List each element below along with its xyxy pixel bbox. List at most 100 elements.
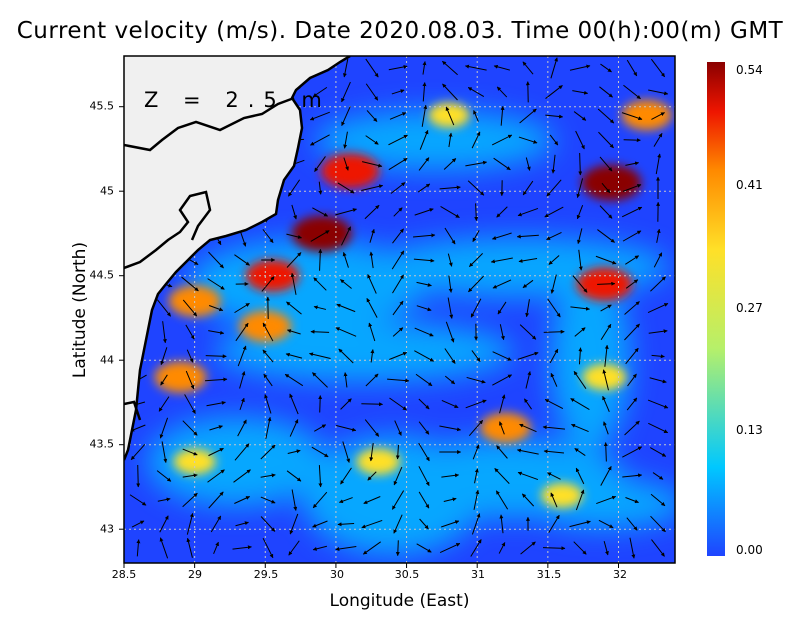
- current-arrow: [341, 81, 351, 103]
- current-arrow: [361, 519, 383, 529]
- current-arrow: [310, 329, 330, 334]
- current-arrow: [550, 274, 557, 294]
- current-arrow: [624, 323, 640, 341]
- velocity-band: [302, 435, 483, 556]
- current-arrow: [444, 227, 456, 245]
- current-arrow: [418, 466, 430, 487]
- current-arrow: [625, 497, 639, 504]
- current-arrow: [392, 327, 404, 337]
- current-arrow: [519, 423, 537, 433]
- current-arrow: [341, 106, 351, 127]
- current-arrow: [162, 321, 167, 344]
- current-arrow: [312, 207, 328, 217]
- colorbar-tick: 0.00: [736, 543, 763, 557]
- current-arrow: [597, 108, 615, 124]
- current-arrow: [419, 129, 429, 150]
- current-arrow: [361, 402, 384, 407]
- current-arrow: [545, 85, 563, 99]
- current-arrow: [651, 112, 665, 120]
- current-arrow: [546, 232, 562, 240]
- current-arrow: [393, 466, 403, 486]
- current-arrow: [549, 134, 559, 146]
- current-arrow: [649, 377, 667, 384]
- current-arrow: [340, 398, 352, 410]
- current-arrow: [573, 541, 587, 555]
- current-arrow: [131, 520, 145, 528]
- current-arrow: [342, 441, 351, 463]
- current-arrow: [543, 329, 565, 334]
- current-arrow: [364, 419, 380, 437]
- current-arrow: [525, 371, 532, 389]
- current-arrow: [391, 250, 405, 270]
- current-arrow: [597, 229, 615, 243]
- current-arrow: [445, 106, 455, 126]
- current-arrow: [260, 473, 276, 478]
- current-arrow: [621, 112, 643, 121]
- current-arrow: [622, 184, 642, 192]
- current-arrow: [287, 179, 301, 197]
- current-arrow: [651, 539, 665, 557]
- current-arrow: [286, 301, 302, 315]
- current-arrow: [474, 203, 479, 222]
- current-arrow: [262, 349, 274, 363]
- current-arrow: [602, 369, 609, 391]
- current-arrow: [237, 345, 247, 367]
- current-arrow: [289, 513, 299, 535]
- current-arrow: [260, 516, 276, 532]
- current-arrow: [649, 447, 667, 457]
- current-arrow: [388, 64, 408, 71]
- current-arrow: [335, 208, 357, 216]
- current-arrow: [574, 327, 586, 337]
- current-arrow: [136, 539, 141, 557]
- current-arrow: [439, 425, 461, 432]
- current-arrow: [389, 397, 407, 411]
- current-arrow: [595, 255, 617, 265]
- current-arrow: [569, 520, 591, 528]
- current-arrow: [392, 274, 404, 294]
- chart-title: Current velocity (m/s). Date 2020.08.03.…: [16, 18, 784, 44]
- current-arrow: [392, 300, 404, 316]
- current-arrow: [625, 255, 640, 265]
- current-arrow: [413, 258, 435, 263]
- current-arrow: [518, 136, 538, 144]
- current-arrow: [388, 134, 408, 146]
- current-arrow: [516, 234, 539, 239]
- current-arrow: [626, 517, 638, 531]
- current-arrow: [286, 329, 301, 335]
- plot-frame: [123, 55, 676, 564]
- border-line: [124, 96, 295, 152]
- current-arrow: [387, 378, 410, 383]
- current-arrow: [157, 497, 171, 502]
- current-arrow: [599, 86, 613, 98]
- current-arrow: [648, 422, 669, 434]
- current-arrow: [337, 522, 355, 527]
- current-arrow: [547, 298, 561, 318]
- current-arrow: [573, 111, 587, 121]
- current-arrow: [597, 281, 616, 286]
- current-arrow: [421, 104, 428, 127]
- current-arrow: [472, 444, 480, 460]
- current-arrow: [284, 373, 304, 387]
- current-arrow: [522, 180, 534, 196]
- current-arrow: [287, 449, 301, 455]
- current-arrow: [448, 132, 453, 148]
- y-tick: 45.5: [89, 99, 115, 113]
- current-arrow: [311, 446, 329, 458]
- current-arrow: [525, 157, 531, 171]
- current-arrow: [260, 444, 276, 460]
- current-arrow: [651, 354, 665, 359]
- current-arrow: [625, 279, 639, 289]
- current-arrow: [361, 161, 383, 168]
- current-arrow: [627, 373, 637, 387]
- current-arrow: [469, 253, 483, 267]
- current-arrow: [490, 257, 513, 264]
- current-arrow: [233, 469, 251, 483]
- current-arrow: [577, 228, 583, 245]
- current-arrow: [441, 520, 460, 528]
- current-arrow: [318, 181, 323, 195]
- current-arrow: [343, 157, 349, 171]
- current-arrow: [136, 465, 141, 488]
- current-arrow: [395, 540, 400, 557]
- current-arrow: [232, 545, 252, 550]
- current-arrow: [466, 376, 486, 384]
